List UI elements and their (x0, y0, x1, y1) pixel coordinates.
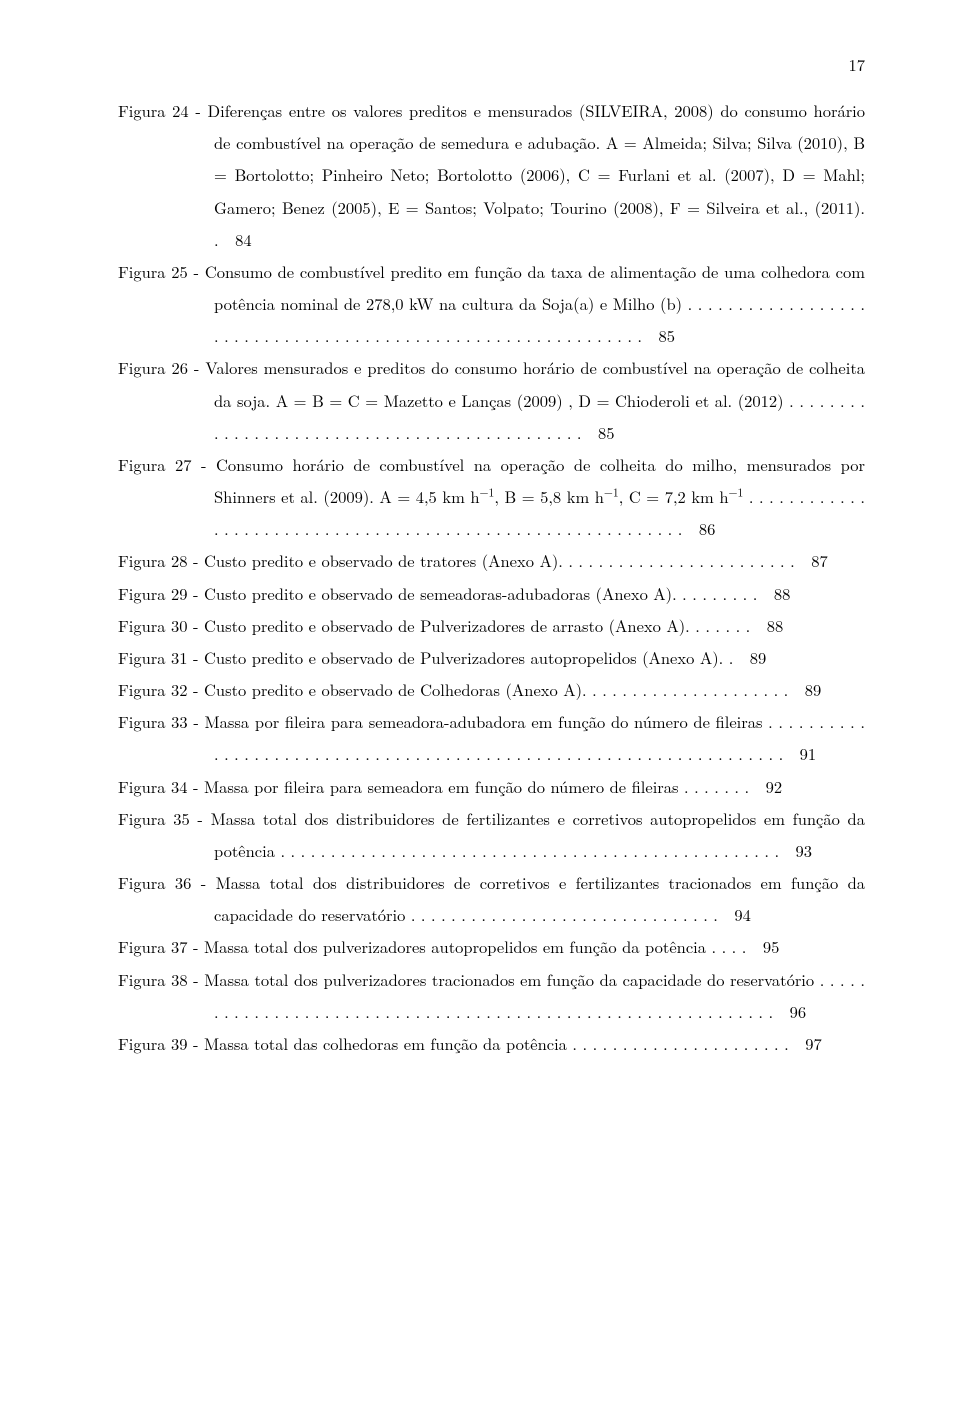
figure-entry: Figura 36 - Massa total dos distribuidor… (118, 866, 865, 930)
figure-entry: Figura 31 - Custo predito e observado de… (118, 641, 865, 673)
figure-page: 85 (582, 420, 615, 444)
figure-page: 96 (773, 999, 806, 1023)
figure-page: 97 (789, 1031, 822, 1055)
figure-label: Figura 29 - (118, 581, 204, 605)
figure-page: 84 (219, 227, 252, 251)
figure-description: Valores mensurados e preditos do consumo… (205, 355, 865, 443)
figure-description: Custo predito e observado de Colhedoras … (204, 677, 788, 701)
figure-label: Figura 34 - (118, 774, 204, 798)
figure-description: Massa total dos distribuidores de fertil… (211, 806, 865, 862)
figure-label: Figura 30 - (118, 613, 204, 637)
figure-description: Massa por fileira para semeadora-adubado… (205, 709, 866, 765)
figure-label: Figura 35 - (118, 806, 211, 830)
figure-label: Figura 33 - (118, 709, 205, 733)
figure-description: Massa total dos pulverizadores tracionad… (204, 967, 865, 1023)
figure-description: Custo predito e observado de Pulverizado… (204, 613, 750, 637)
figure-entry: Figura 37 - Massa total dos pulverizador… (118, 930, 865, 962)
figure-label: Figura 32 - (118, 677, 204, 701)
figure-description: Consumo de combustível predito em função… (205, 259, 865, 347)
figure-entry: Figura 25 - Consumo de combustível predi… (118, 255, 865, 352)
figure-label: Figura 36 - (118, 870, 216, 894)
figure-page: 87 (795, 548, 828, 572)
figure-page: 86 (682, 516, 715, 540)
figure-page: 93 (779, 838, 812, 862)
figure-description: Custo predito e observado de tratores (A… (204, 548, 795, 572)
figure-description: Custo predito e observado de semeadoras-… (204, 581, 757, 605)
figure-entry: Figura 28 - Custo predito e observado de… (118, 544, 865, 576)
figure-description: Massa por fileira para semeadora em funç… (204, 774, 749, 798)
figure-entry: Figura 33 - Massa por fileira para semea… (118, 705, 865, 769)
figure-label: Figura 26 - (118, 355, 205, 379)
figure-description: Consumo horário de combustível na operaç… (214, 452, 865, 540)
figure-label: Figura 25 - (118, 259, 205, 283)
figure-page: 88 (757, 581, 790, 605)
figure-page: 92 (749, 774, 782, 798)
figure-entry: Figura 32 - Custo predito e observado de… (118, 673, 865, 705)
figure-description: Massa total dos pulverizadores autoprope… (204, 934, 746, 958)
figure-page: 88 (750, 613, 783, 637)
figure-label: Figura 24 - (118, 98, 208, 122)
figure-description: Massa total das colhedoras em função da … (204, 1031, 789, 1055)
figure-page: 85 (642, 323, 675, 347)
figure-list: Figura 24 - Diferenças entre os valores … (118, 94, 865, 1059)
figure-page: 94 (718, 902, 751, 926)
figure-entry: Figura 35 - Massa total dos distribuidor… (118, 802, 865, 866)
figure-description: Diferenças entre os valores preditos e m… (208, 98, 865, 251)
figure-entry: Figura 30 - Custo predito e observado de… (118, 609, 865, 641)
figure-label: Figura 31 - (118, 645, 204, 669)
figure-entry: Figura 39 - Massa total das colhedoras e… (118, 1027, 865, 1059)
figure-label: Figura 37 - (118, 934, 204, 958)
figure-label: Figura 38 - (118, 967, 204, 991)
page-number: 17 (849, 52, 866, 76)
figure-entry: Figura 29 - Custo predito e observado de… (118, 577, 865, 609)
figure-page: 91 (783, 741, 816, 765)
figure-description: Custo predito e observado de Pulverizado… (204, 645, 733, 669)
figure-label: Figura 39 - (118, 1031, 204, 1055)
figure-entry: Figura 38 - Massa total dos pulverizador… (118, 963, 865, 1027)
figure-label: Figura 27 - (118, 452, 216, 476)
figure-page: 95 (746, 934, 779, 958)
figure-description: Massa total dos distribuidores de corret… (214, 870, 865, 926)
figure-page: 89 (733, 645, 766, 669)
figure-label: Figura 28 - (118, 548, 204, 572)
figure-entry: Figura 26 - Valores mensurados e predito… (118, 351, 865, 448)
figure-entry: Figura 34 - Massa por fileira para semea… (118, 770, 865, 802)
figure-entry: Figura 27 - Consumo horário de combustív… (118, 448, 865, 545)
figure-entry: Figura 24 - Diferenças entre os valores … (118, 94, 865, 255)
figure-page: 89 (788, 677, 821, 701)
